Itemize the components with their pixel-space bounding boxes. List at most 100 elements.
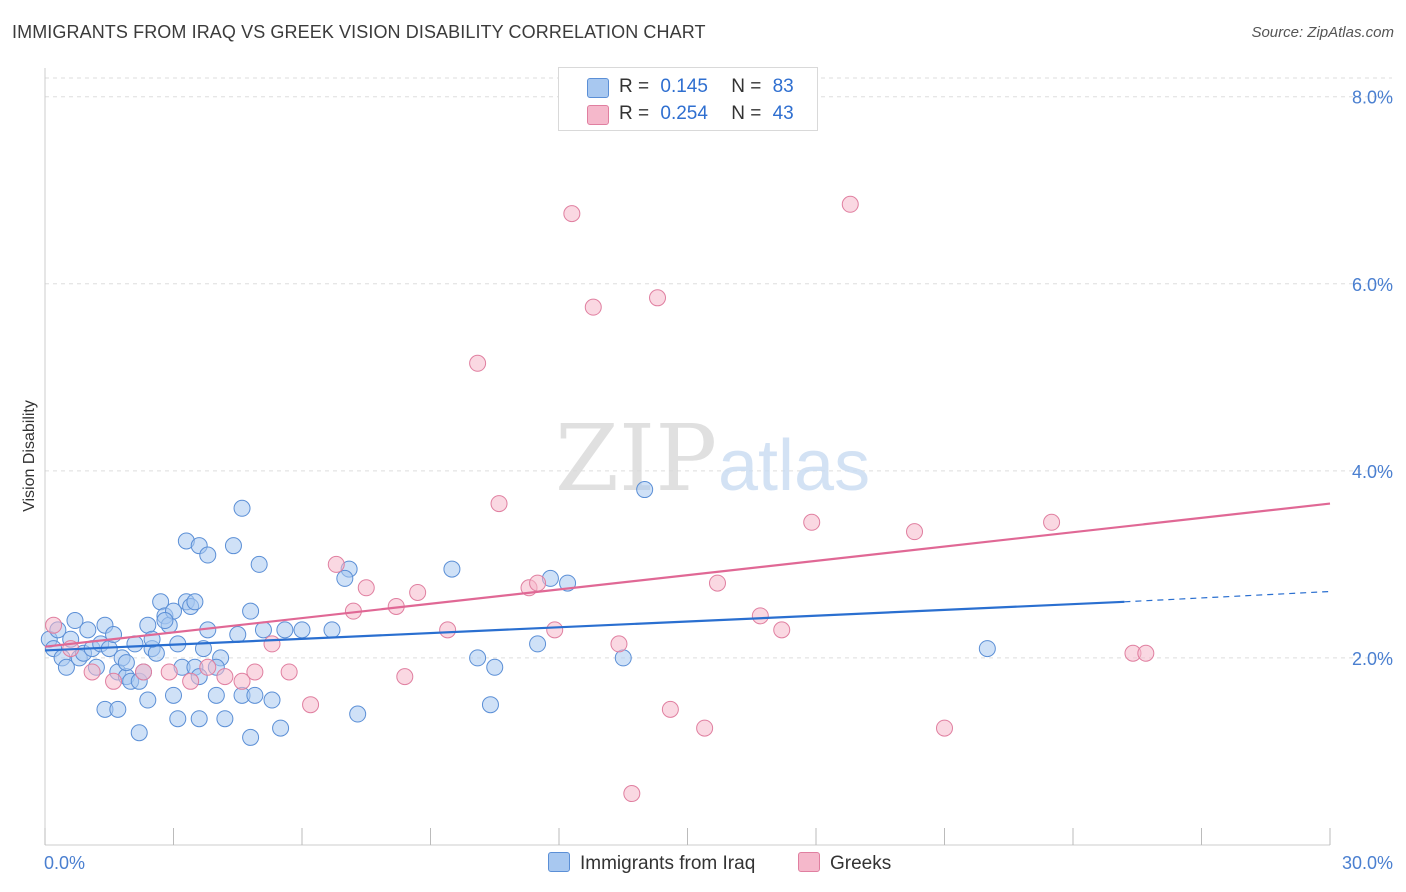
data-point-iraq <box>486 658 504 676</box>
data-point-iraq <box>156 612 174 630</box>
x-tick-labels: 0.0% 30.0% <box>44 853 1393 873</box>
legend-swatch-blue <box>587 78 609 98</box>
bottom-legend-greeks-label: Greeks <box>830 853 892 874</box>
data-point-iraq <box>216 710 234 728</box>
data-point-greeks <box>841 195 859 213</box>
data-point-greeks <box>199 658 217 676</box>
data-point-iraq <box>117 654 135 672</box>
data-point-iraq <box>529 635 547 653</box>
data-point-iraq <box>469 649 487 667</box>
data-point-greeks <box>936 719 953 737</box>
y-tick-label: 6.0% <box>1352 275 1393 295</box>
data-point-greeks <box>439 621 457 639</box>
data-point-iraq <box>636 481 654 499</box>
data-point-greeks <box>529 574 547 592</box>
legend-r-label: R = <box>619 76 650 97</box>
bottom-legend-swatch-pink <box>798 852 820 872</box>
data-point-greeks <box>1043 513 1061 531</box>
legend-n-label: N = <box>731 103 762 124</box>
data-point-iraq <box>242 728 260 746</box>
watermark-zip: ZIP <box>555 405 717 512</box>
data-point-iraq <box>190 710 208 728</box>
data-point-greeks <box>160 663 178 681</box>
legend-n-label: N = <box>731 76 762 97</box>
trend-line-iraq-extension <box>1124 590 1331 603</box>
data-point-iraq <box>139 691 157 709</box>
data-point-iraq <box>293 621 311 639</box>
trend-line-greeks <box>44 502 1331 648</box>
data-point-iraq <box>199 546 217 564</box>
data-point-iraq <box>224 537 242 555</box>
data-point-iraq <box>263 691 281 709</box>
data-point-greeks <box>280 663 298 681</box>
data-point-iraq <box>481 696 499 714</box>
legend-r-value: 0.254 <box>660 103 708 124</box>
data-point-iraq <box>109 700 127 718</box>
data-point-iraq <box>323 621 341 639</box>
axes <box>44 68 1331 846</box>
bottom-legend-iraq-label: Immigrants from Iraq <box>580 853 756 874</box>
legend-n-value: 43 <box>772 103 794 124</box>
data-point-greeks <box>661 700 679 718</box>
trend-lines <box>44 502 1331 652</box>
data-point-greeks <box>216 668 234 686</box>
data-point-greeks <box>83 663 101 681</box>
data-point-iraq <box>57 658 75 676</box>
data-point-iraq <box>614 649 632 667</box>
data-point-greeks <box>263 635 281 653</box>
y-tick-label: 8.0% <box>1352 88 1393 108</box>
data-point-greeks <box>302 696 320 714</box>
data-point-greeks <box>751 607 769 625</box>
data-point-greeks <box>584 298 602 316</box>
data-point-iraq <box>229 626 247 644</box>
data-point-iraq <box>443 560 461 578</box>
data-point-iraq <box>130 724 148 742</box>
data-point-greeks <box>708 574 726 592</box>
data-point-greeks <box>409 583 427 601</box>
bottom-legend-swatch-blue <box>548 852 570 872</box>
data-point-greeks <box>490 495 508 513</box>
y-tick-label: 4.0% <box>1352 462 1393 482</box>
watermark: ZIP atlas <box>555 405 870 512</box>
data-point-greeks <box>563 205 581 223</box>
data-point-greeks <box>623 785 641 803</box>
bottom-legend-iraq: Immigrants from Iraq <box>548 852 755 875</box>
data-point-iraq <box>79 621 97 639</box>
data-point-iraq <box>250 555 268 573</box>
data-point-greeks <box>469 354 487 372</box>
y-tick-labels: 2.0% 4.0% 6.0% 8.0% <box>1352 88 1393 669</box>
data-point-iraq <box>169 710 187 728</box>
data-point-greeks <box>135 663 153 681</box>
data-point-greeks <box>182 672 200 690</box>
data-point-iraq <box>246 686 264 704</box>
data-point-iraq <box>66 612 84 630</box>
data-point-iraq <box>147 644 165 662</box>
data-point-greeks <box>105 672 123 690</box>
data-point-iraq <box>207 686 225 704</box>
chart-title: IMMIGRANTS FROM IRAQ VS GREEK VISION DIS… <box>12 22 706 42</box>
data-point-greeks <box>773 621 791 639</box>
data-point-greeks <box>610 635 628 653</box>
legend-r-value: 0.145 <box>660 76 708 97</box>
bottom-legend-greeks: Greeks <box>798 852 891 875</box>
correlation-legend: R = 0.145 N = 83 R = 0.254 N = 43 <box>558 67 818 131</box>
data-point-iraq <box>349 705 367 723</box>
data-point-iraq <box>242 602 260 620</box>
data-point-iraq <box>233 499 251 517</box>
data-point-greeks <box>906 523 924 541</box>
data-point-greeks <box>327 555 345 573</box>
trend-line-iraq <box>44 600 1125 652</box>
data-point-greeks <box>233 672 251 690</box>
data-point-greeks <box>246 663 264 681</box>
data-point-greeks <box>357 579 375 597</box>
data-point-iraq <box>165 686 182 704</box>
y-tick-label: 2.0% <box>1352 649 1393 669</box>
legend-n-value: 83 <box>772 76 794 97</box>
data-point-iraq <box>336 569 354 587</box>
legend-r-label: R = <box>619 103 650 124</box>
data-point-iraq <box>139 616 157 634</box>
data-point-greeks <box>45 616 63 634</box>
data-point-greeks <box>649 289 667 307</box>
source-label: Source: ZipAtlas.com <box>1251 24 1394 41</box>
